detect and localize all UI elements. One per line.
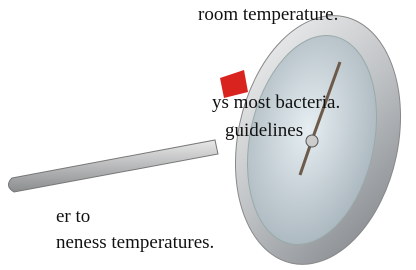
probe: [8, 140, 218, 192]
needle-hub: [306, 135, 318, 147]
page: room temperature. ys most bacteria. guid…: [0, 0, 416, 270]
text-fragment: ys most bacteria.: [212, 93, 340, 112]
text-fragment: neness temperatures.: [56, 233, 214, 252]
text-fragment: room temperature.: [198, 5, 338, 24]
text-fragment: guidelines: [225, 121, 303, 140]
thermometer-photo: [0, 0, 416, 270]
text-fragment: er to: [56, 207, 90, 226]
